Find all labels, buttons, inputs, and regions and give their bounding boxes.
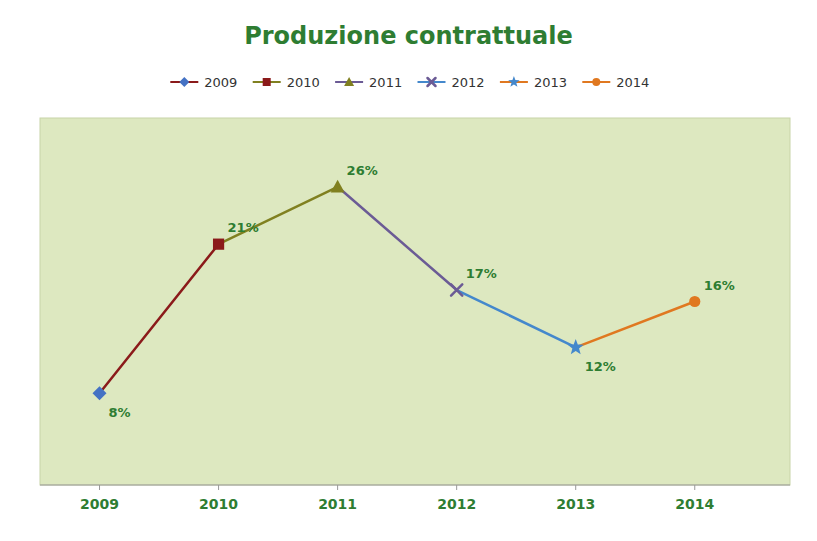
legend-label: 2009 [204, 75, 237, 90]
line-segment [100, 244, 219, 393]
legend-label: 2011 [369, 75, 402, 90]
x-axis [40, 485, 790, 486]
legend-marker [428, 78, 436, 86]
line-segment [576, 302, 695, 348]
chart: Produzione contrattuale20092010201120122… [0, 0, 817, 541]
point-marker [451, 284, 462, 295]
point-marker [331, 180, 345, 193]
data-labels: 8% 21% 26% 17% 12% 16% [109, 163, 735, 420]
legend-marker [344, 77, 354, 86]
point-marker [93, 386, 107, 400]
legend-item: 2012 [418, 75, 485, 90]
x-tick-label: 2010 [199, 496, 238, 512]
point-marker [689, 296, 700, 307]
plot-area [40, 118, 790, 485]
data-label: 12% [585, 359, 616, 374]
legend-label: 2013 [534, 75, 567, 90]
data-label: 8% [109, 405, 131, 420]
x-tick [218, 485, 219, 490]
x-tick-label: 2014 [675, 496, 714, 512]
data-label: 16% [704, 278, 735, 293]
legend-item: 2014 [582, 75, 649, 90]
x-tick [575, 485, 576, 490]
legend-marker [508, 76, 519, 87]
x-tick-label: 2011 [318, 496, 357, 512]
legend-marker [592, 78, 600, 86]
legend-item: 2010 [253, 75, 320, 90]
x-tick [337, 485, 338, 490]
legend-label: 2010 [287, 75, 320, 90]
legend-marker [179, 77, 189, 87]
x-tick [456, 485, 457, 490]
x-tick [694, 485, 695, 490]
legend-label: 2014 [616, 75, 649, 90]
x-tick [99, 485, 100, 490]
legend-marker [263, 78, 271, 86]
marks [93, 180, 701, 400]
data-label: 26% [347, 163, 378, 178]
legend-item: 2013 [500, 75, 567, 90]
data-label: 17% [466, 266, 497, 281]
legend-label: 2012 [452, 75, 485, 90]
point-marker [213, 239, 224, 250]
legend: 2009 2010 2011 2012 2013 2014 [170, 75, 649, 90]
line-segment [457, 290, 576, 347]
line-segment [219, 187, 338, 244]
x-tick-label: 2012 [437, 496, 476, 512]
title: Produzione contrattuale [244, 22, 573, 50]
data-label: 21% [228, 220, 259, 235]
line-segment [338, 187, 457, 290]
x-tick-label: 2009 [80, 496, 119, 512]
legend-item: 2011 [335, 75, 402, 90]
x-tick-label: 2013 [556, 496, 595, 512]
point-marker [568, 339, 584, 354]
legend-item: 2009 [170, 75, 237, 90]
